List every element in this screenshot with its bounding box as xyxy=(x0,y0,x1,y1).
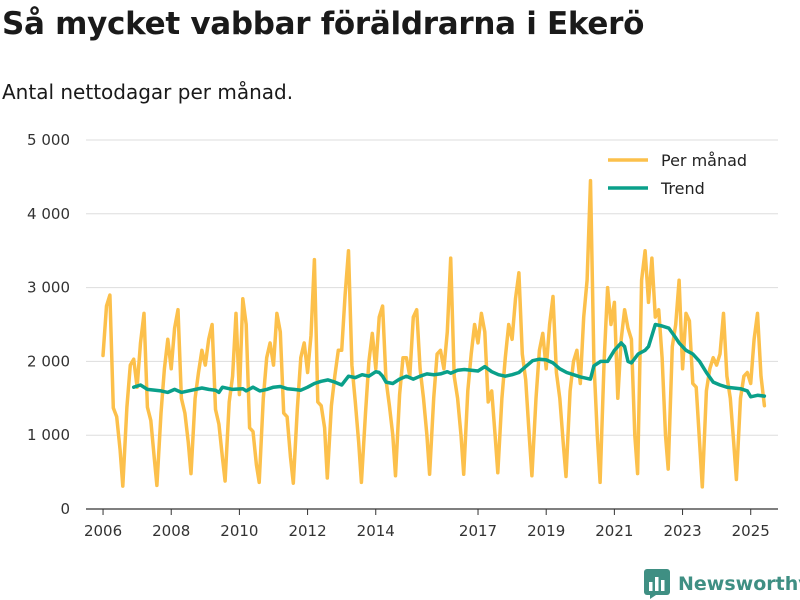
y-tick-label-0: 0 xyxy=(60,500,70,518)
series-lines xyxy=(101,178,767,489)
x-tick-label-2012: 2012 xyxy=(288,522,326,540)
y-tick-label-3000: 3 000 xyxy=(27,279,70,297)
brand-name: Newsworthy xyxy=(678,573,800,595)
x-tick-label-2017: 2017 xyxy=(459,522,497,540)
x-tick-label-2014: 2014 xyxy=(357,522,395,540)
x-tick-label-2010: 2010 xyxy=(220,522,258,540)
x-tick-label-2008: 2008 xyxy=(152,522,190,540)
x-tick-label-2019: 2019 xyxy=(527,522,565,540)
brand-logo: Newsworthy xyxy=(644,569,800,599)
x-tick-label-2023: 2023 xyxy=(663,522,701,540)
chart-subtitle: Antal nettodagar per månad. xyxy=(2,80,294,104)
newsworthy-logo-icon xyxy=(644,569,670,599)
x-axis: 2006 2008 2010 2012 2014 2017 2019 2021 2023 2025 xyxy=(84,508,778,540)
legend-label-trend: Trend xyxy=(660,179,705,198)
y-axis-tick-labels: 0 1 000 2 000 3 000 4 000 5 000 xyxy=(27,131,70,518)
x-tick-label-2021: 2021 xyxy=(595,522,633,540)
y-tick-label-2000: 2 000 xyxy=(27,352,70,370)
series-line-trend xyxy=(131,322,767,399)
legend: Per månad Trend xyxy=(608,151,747,198)
chart-title: Så mycket vabbar föräldrarna i Ekerö xyxy=(2,6,645,42)
y-tick-label-1000: 1 000 xyxy=(27,426,70,444)
y-tick-label-5000: 5 000 xyxy=(27,131,70,149)
x-tick-label-2006: 2006 xyxy=(84,522,122,540)
legend-label-per-manad: Per månad xyxy=(661,151,747,170)
series-line-per-manad xyxy=(101,178,767,489)
x-tick-label-2025: 2025 xyxy=(732,522,770,540)
y-tick-label-4000: 4 000 xyxy=(27,205,70,223)
